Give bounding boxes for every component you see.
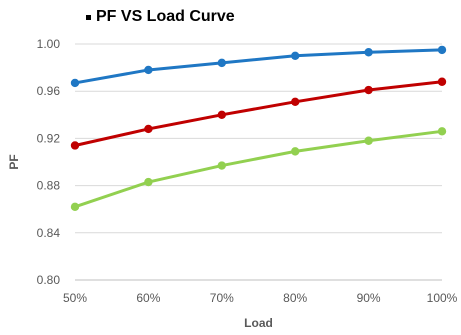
data-point <box>144 124 153 134</box>
data-point <box>437 127 447 136</box>
data-point <box>217 110 226 120</box>
data-point <box>291 147 300 156</box>
data-point <box>217 161 226 170</box>
series-line-1 <box>73 48 444 85</box>
x-tick-label: 80% <box>283 291 307 305</box>
y-tick-label: 0.84 <box>37 226 61 240</box>
data-point <box>364 136 373 145</box>
data-point <box>364 85 373 95</box>
x-tick-label: 60% <box>136 291 160 305</box>
x-tick-label: 100% <box>427 291 458 305</box>
y-tick-label: 0.88 <box>37 179 61 193</box>
y-tick-label: 0.96 <box>37 84 61 98</box>
data-point <box>70 141 80 150</box>
data-point <box>144 65 153 75</box>
x-tick-label: 70% <box>210 291 234 305</box>
data-point <box>70 78 80 88</box>
x-tick-label: 90% <box>357 291 381 305</box>
data-point <box>144 177 153 187</box>
chart-title-row: PF VS Load Curve <box>86 4 235 30</box>
data-point <box>364 48 373 57</box>
y-tick-label: 0.92 <box>37 131 61 145</box>
y-tick-label: 1.00 <box>37 37 61 51</box>
chart-title: PF VS Load Curve <box>96 8 235 25</box>
x-tick-label: 50% <box>63 291 87 305</box>
data-point <box>291 51 300 60</box>
data-point <box>70 202 80 212</box>
data-point <box>437 77 447 86</box>
data-point <box>437 45 447 55</box>
data-point <box>291 97 300 107</box>
y-axis-title: PF <box>7 154 21 169</box>
x-axis-title: Load <box>244 316 273 330</box>
series-line-3 <box>73 129 444 209</box>
y-tick-label: 0.80 <box>37 273 61 287</box>
bullet-icon <box>86 14 91 20</box>
series-line-2 <box>73 80 444 147</box>
data-point <box>217 58 226 68</box>
